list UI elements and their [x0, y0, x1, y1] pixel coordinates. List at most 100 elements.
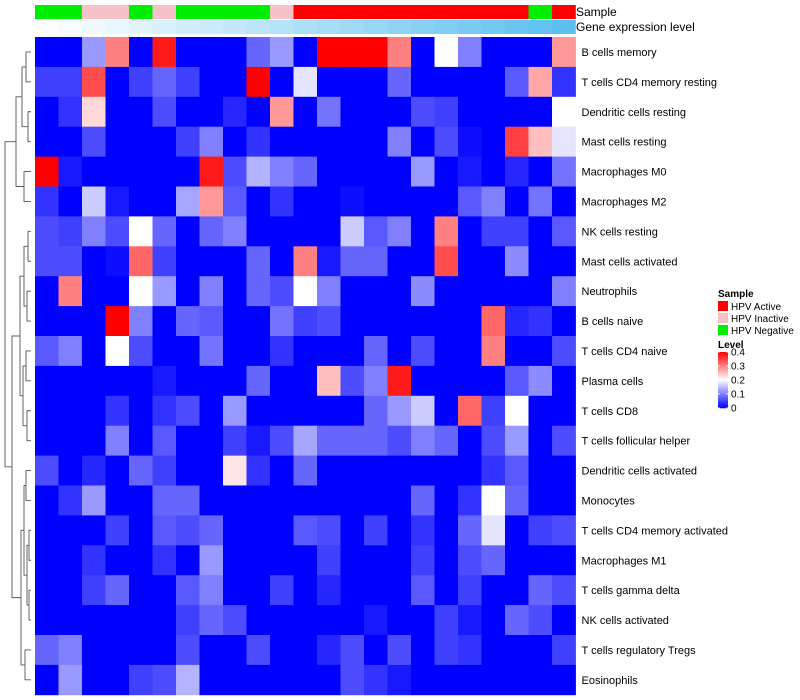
- heatmap-cell: [82, 485, 106, 516]
- heatmap-cell: [528, 635, 553, 666]
- gene-expression-annotation-cell: [552, 20, 576, 34]
- gene-expression-annotation-cell: [293, 20, 318, 34]
- heatmap-cell: [387, 635, 412, 666]
- heatmap-cell: [552, 485, 576, 516]
- heatmap-cell: [82, 455, 106, 486]
- heatmap-cell: [387, 485, 412, 516]
- heatmap-cell: [458, 545, 482, 576]
- heatmap-cell: [293, 156, 318, 187]
- heatmap-cell: [317, 365, 341, 397]
- heatmap-cell: [411, 605, 435, 636]
- heatmap-cell: [223, 96, 247, 128]
- heatmap-cell: [35, 515, 59, 546]
- heatmap-cell: [58, 37, 83, 68]
- heatmap-cell: [552, 664, 576, 696]
- heatmap-cell: [129, 96, 153, 128]
- heatmap-cell: [35, 485, 59, 516]
- legend-gradient-step: [718, 374, 728, 377]
- sample-annotation-cell: [105, 5, 130, 19]
- heatmap-cell: [481, 575, 506, 606]
- heatmap-cell: [199, 365, 224, 397]
- heatmap-cell: [152, 336, 177, 367]
- heatmap-cell: [293, 246, 318, 277]
- heatmap-cell: [223, 425, 247, 456]
- heatmap-cell: [505, 365, 529, 397]
- heatmap-cell: [58, 455, 83, 486]
- heatmap-cell: [246, 635, 271, 666]
- heatmap-cell: [317, 156, 341, 187]
- heatmap-cell: [82, 276, 106, 307]
- heatmap-cell: [387, 37, 412, 68]
- legend-gradient-step: [718, 357, 728, 360]
- heatmap-cell: [270, 246, 294, 277]
- heatmap-cell: [293, 664, 318, 696]
- heatmap-cell: [152, 246, 177, 277]
- heatmap-cell: [223, 126, 247, 157]
- heatmap-cell: [246, 545, 271, 576]
- heatmap-cell: [293, 425, 318, 456]
- heatmap-cell: [411, 635, 435, 666]
- gene-expression-annotation-label: Gene expression level: [576, 20, 695, 34]
- heatmap-cell: [481, 395, 506, 427]
- legend-level-title: Level: [718, 340, 744, 351]
- sample-annotation-cell: [35, 5, 59, 19]
- heatmap-cell: [152, 96, 177, 128]
- heatmap-cell: [58, 425, 83, 456]
- heatmap-cell: [317, 246, 341, 277]
- heatmap-cell: [58, 365, 83, 397]
- heatmap-cell: [270, 515, 294, 546]
- heatmap-cell: [364, 395, 388, 427]
- heatmap-cell: [505, 156, 529, 187]
- heatmap-cell: [82, 635, 106, 666]
- heatmap-cell: [35, 455, 59, 486]
- heatmap-cell: [387, 336, 412, 367]
- row-label: T cells CD8: [582, 406, 639, 418]
- heatmap-cell: [458, 66, 482, 98]
- heatmap-cell: [129, 455, 153, 486]
- legend-gradient-step: [718, 388, 728, 391]
- heatmap-cell: [434, 216, 459, 247]
- heatmap-cell: [105, 395, 130, 427]
- heatmap-cell: [199, 126, 224, 157]
- heatmap-cell: [199, 246, 224, 277]
- heatmap-cell: [293, 485, 318, 516]
- heatmap-cell: [129, 425, 153, 456]
- heatmap-cell: [340, 126, 365, 157]
- heatmap-cell: [152, 664, 177, 696]
- heatmap-cell: [129, 186, 153, 217]
- heatmap-cell: [411, 156, 435, 187]
- heatmap-cell: [223, 515, 247, 546]
- legend-gradient-step: [718, 392, 728, 395]
- heatmap-cell: [481, 216, 506, 247]
- heatmap-cell: [246, 515, 271, 546]
- legend-gradient-step: [718, 361, 728, 364]
- heatmap-cell: [223, 545, 247, 576]
- heatmap-cell: [552, 306, 576, 337]
- heatmap-cell: [246, 605, 271, 636]
- heatmap-cell: [481, 96, 506, 128]
- heatmap-cell: [434, 515, 459, 546]
- heatmap-cell: [364, 37, 388, 68]
- heatmap-cell: [552, 425, 576, 456]
- heatmap-cell: [317, 186, 341, 217]
- heatmap-cell: [505, 515, 529, 546]
- heatmap-cell: [434, 455, 459, 486]
- heatmap-cell: [552, 605, 576, 636]
- legend-gradient-step: [718, 366, 728, 368]
- heatmap-cell: [528, 246, 553, 277]
- heatmap-cell: [293, 186, 318, 217]
- heatmap-cell: [434, 96, 459, 128]
- heatmap-cell: [82, 336, 106, 367]
- dendrogram-branch: [25, 51, 31, 83]
- heatmap-cell: [340, 276, 365, 307]
- sample-annotation-cell: [434, 5, 459, 19]
- legend-gradient-step: [718, 371, 728, 374]
- row-label: Macrophages M2: [582, 196, 667, 208]
- row-label: B cells memory: [582, 47, 658, 59]
- row-label: B cells naive: [582, 316, 644, 328]
- heatmap-cell: [176, 365, 200, 397]
- heatmap-cell: [35, 425, 59, 456]
- heatmap-cell: [293, 455, 318, 486]
- heatmap-cell: [411, 515, 435, 546]
- heatmap-cell: [458, 96, 482, 128]
